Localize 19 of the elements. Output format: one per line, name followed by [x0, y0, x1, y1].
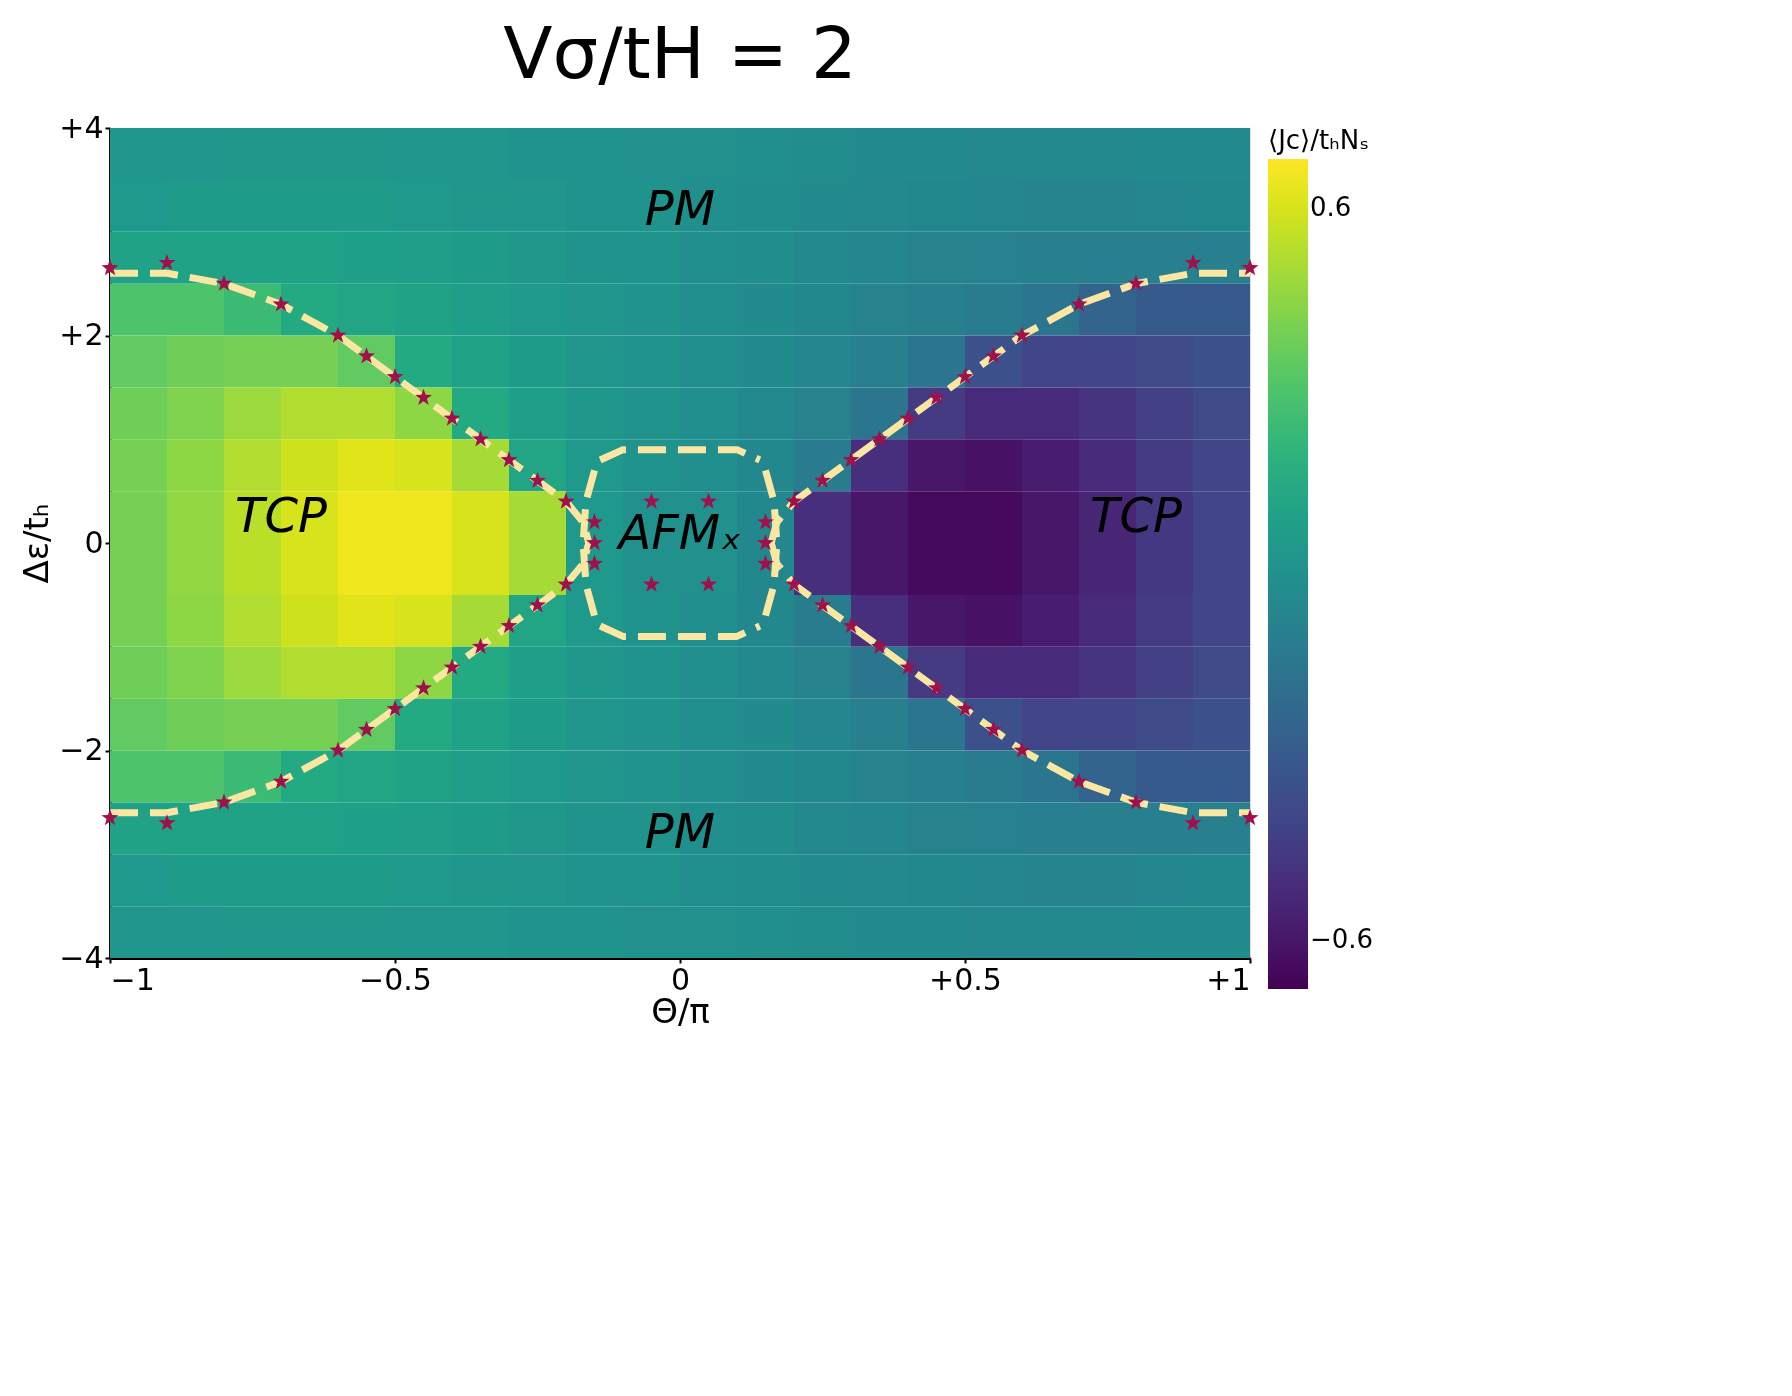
- y-tick-label: −4: [59, 939, 104, 975]
- y-tick-label: +4: [59, 109, 104, 145]
- color-bar-label: −0.6: [1310, 924, 1374, 955]
- annotation: AFMₓ: [615, 503, 742, 560]
- x-tick-label: +1: [1206, 961, 1251, 997]
- x-tick-label: −0.5: [359, 961, 432, 997]
- y-axis-title: Δε/tₕ: [16, 503, 57, 584]
- x-tick-label: −1: [110, 961, 155, 997]
- x-tick-label: +0.5: [929, 961, 1002, 997]
- y-tick-label: 0: [84, 524, 104, 560]
- y-tick-label: +2: [59, 317, 104, 352]
- annotation: TCP: [235, 487, 327, 544]
- chart-title: Vσ/tH = 2: [503, 11, 857, 95]
- y-tick-label: −2: [59, 732, 104, 767]
- color-bar-label: 0.6: [1310, 191, 1352, 222]
- annotation: TCP: [1090, 487, 1182, 544]
- annotation: PM: [644, 180, 716, 236]
- color-bar-title: ⟨Jc⟩/tₕNₛ: [1268, 125, 1369, 155]
- annotation: PM: [644, 802, 716, 859]
